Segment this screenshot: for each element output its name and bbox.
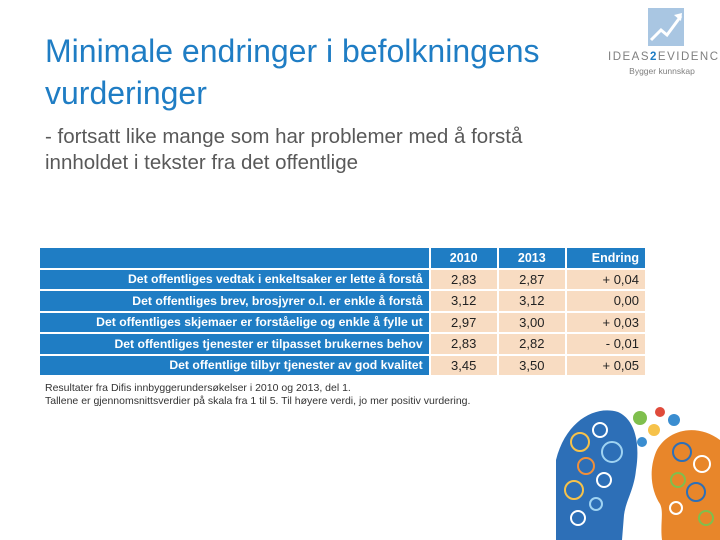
value-2010: 2,83 xyxy=(428,334,497,354)
value-2010: 2,83 xyxy=(428,269,497,289)
value-change: + 0,03 xyxy=(564,312,645,332)
footnote-line-1: Resultater fra Difis innbyggerundersøkel… xyxy=(45,382,351,394)
gear-cluster-center xyxy=(633,407,680,447)
logo-word-left: IDEAS xyxy=(608,51,651,63)
value-change: + 0,04 xyxy=(564,269,645,289)
value-2013: 2,87 xyxy=(496,269,565,289)
row-label: Det offentliges vedtak i enkeltsaker er … xyxy=(40,269,429,289)
logo-tagline: Bygger kunnskap xyxy=(629,66,695,76)
logo-wordmark: IDEAS2EVIDENCE xyxy=(608,51,720,63)
row-label: Det offentliges tjenester er tilpasset b… xyxy=(40,334,429,354)
footnote-line-2: Tallene er gjennomsnittsverdier på skala… xyxy=(45,395,471,407)
row-label: Det offentlige tilbyr tjenester av god k… xyxy=(40,355,429,375)
gear-cluster-left xyxy=(564,422,623,526)
table-row: Det offentlige tilbyr tjenester av god k… xyxy=(40,355,645,375)
logo-word-right: EVIDENCE xyxy=(657,51,720,63)
slide-title: Minimale endringer i befolkningens vurde… xyxy=(45,33,540,111)
source-footnote: Resultater fra Difis innbyggerundersøkel… xyxy=(45,382,545,408)
value-2013: 3,12 xyxy=(496,291,565,311)
table-row: Det offentliges vedtak i enkeltsaker er … xyxy=(40,269,645,289)
value-change: - 0,01 xyxy=(564,334,645,354)
header-2010: 2010 xyxy=(428,248,497,268)
logo-word-accent: 2 xyxy=(650,51,658,63)
row-label: Det offentliges brev, brosjyrer o.l. er … xyxy=(40,291,429,311)
header-label-cell xyxy=(40,248,429,268)
growth-chart-icon xyxy=(648,8,684,46)
value-change: + 0,05 xyxy=(564,355,645,375)
table-row: Det offentliges skjemaer er forståelige … xyxy=(40,312,645,332)
value-change: 0,00 xyxy=(564,291,645,311)
table-row: Det offentliges brev, brosjyrer o.l. er … xyxy=(40,291,645,311)
value-2010: 3,12 xyxy=(428,291,497,311)
table-header-row: 2010 2013 Endring xyxy=(40,248,645,268)
row-label: Det offentliges skjemaer er forståelige … xyxy=(40,312,429,332)
value-2013: 3,50 xyxy=(496,355,565,375)
value-2013: 2,82 xyxy=(496,334,565,354)
value-2010: 2,97 xyxy=(428,312,497,332)
value-2010: 3,45 xyxy=(428,355,497,375)
header-endring: Endring xyxy=(564,248,645,268)
table-row: Det offentliges tjenester er tilpasset b… xyxy=(40,334,645,354)
header-2013: 2013 xyxy=(496,248,565,268)
value-2013: 3,00 xyxy=(496,312,565,332)
head-silhouette-blue xyxy=(556,410,638,540)
slide-subtitle: - fortsatt like mange som har problemer … xyxy=(45,125,523,174)
gear-cluster-right xyxy=(669,442,714,526)
results-table: 2010 2013 Endring Det offentliges vedtak… xyxy=(40,246,645,377)
company-logo: IDEAS2EVIDENCE Bygger kunnskap xyxy=(608,8,720,78)
brain-gears-illustration xyxy=(556,407,720,540)
